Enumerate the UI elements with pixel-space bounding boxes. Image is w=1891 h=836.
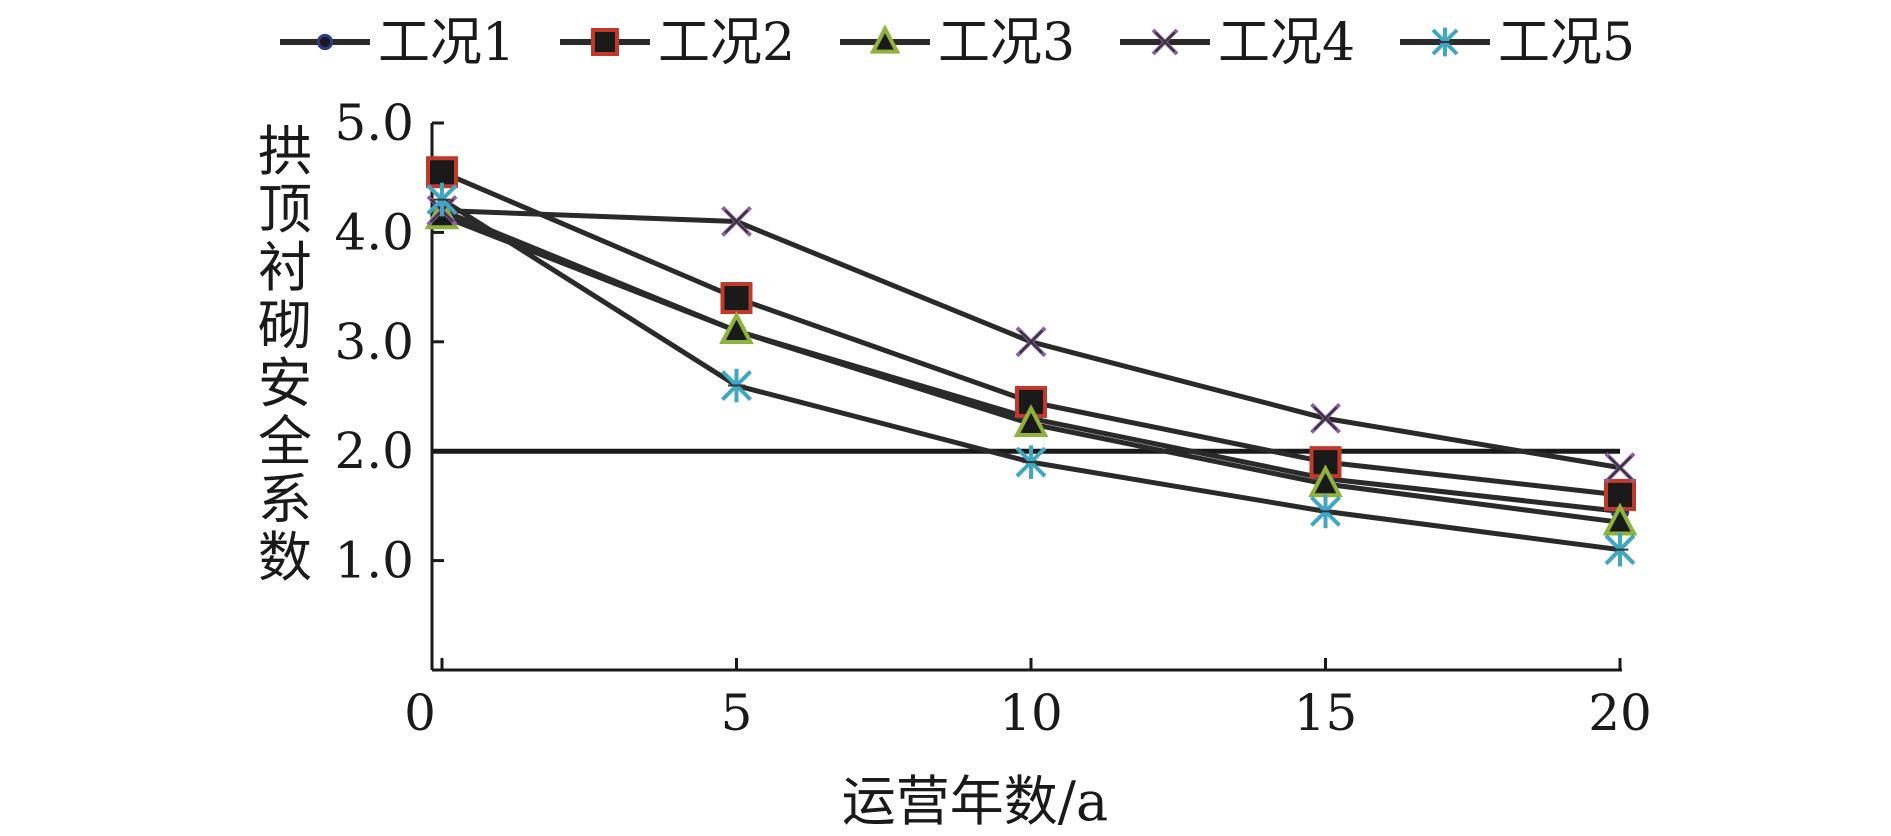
series-layer	[440, 169, 1621, 553]
data-point-marker	[1015, 326, 1047, 358]
data-point-marker	[426, 182, 458, 217]
y-tick-label: 4.0	[334, 203, 414, 261]
x-tick-label: 15	[1294, 684, 1358, 742]
y-tick-label: 3.0	[334, 313, 414, 371]
x-axis-title: 运营年数/a	[842, 770, 1108, 833]
data-point-marker	[591, 28, 619, 56]
y-axis-title-char: 全	[258, 410, 312, 473]
x-tick-label: 0	[404, 684, 436, 742]
y-tick-label: 2.0	[334, 422, 414, 480]
data-point-marker	[1151, 28, 1179, 56]
data-point-marker	[1604, 452, 1636, 484]
data-point-marker	[719, 311, 754, 345]
data-point-marker	[1015, 445, 1047, 479]
legend-label: 工况3	[938, 13, 1075, 73]
data-point-marker	[1310, 494, 1341, 529]
legend-label: 工况1	[378, 13, 515, 73]
legend: 工况1 工况2 工况3 工况4 工况5	[280, 13, 1635, 73]
y-axis-title-char: 拱	[258, 120, 312, 183]
axes: 1.0 2.0 3.0 4.0 5.0 0 5 10 15 20	[334, 94, 1651, 742]
data-point-marker	[1431, 27, 1459, 57]
y-axis-title-char: 顶	[258, 178, 312, 241]
legend-item: 工况3	[840, 13, 1075, 73]
y-axis-title-char: 系	[258, 468, 312, 531]
x-tick-label: 5	[721, 684, 753, 742]
legend-item: 工况4	[1120, 13, 1355, 73]
data-point-marker	[721, 368, 752, 403]
y-axis-title-char: 数	[258, 526, 312, 589]
data-point-marker	[1310, 402, 1341, 434]
marker-layer	[424, 156, 1638, 567]
data-point-marker	[1604, 532, 1636, 567]
legend-item: 工况1	[280, 13, 515, 73]
y-axis-title-char: 砌	[258, 294, 312, 357]
y-axis-title-char: 衬	[258, 236, 312, 299]
data-point-marker	[316, 33, 334, 51]
y-tick-label: 1.0	[334, 532, 414, 590]
x-tick-label: 10	[999, 684, 1063, 742]
data-point-marker	[1013, 404, 1049, 438]
data-point-marker	[1604, 478, 1636, 511]
y-axis-title-char: 安	[258, 352, 312, 415]
legend-item: 工况5	[1400, 13, 1635, 73]
data-point-marker	[721, 206, 752, 237]
legend-label: 工况2	[658, 13, 795, 73]
legend-label: 工况5	[1498, 13, 1635, 73]
data-point-marker	[720, 282, 753, 315]
y-tick-label: 5.0	[334, 94, 414, 152]
x-tick-label: 20	[1588, 684, 1652, 742]
legend-item: 工况2	[560, 13, 795, 73]
data-point-marker	[869, 24, 901, 54]
legend-label: 工况4	[1218, 13, 1355, 73]
data-point-marker	[426, 156, 458, 189]
